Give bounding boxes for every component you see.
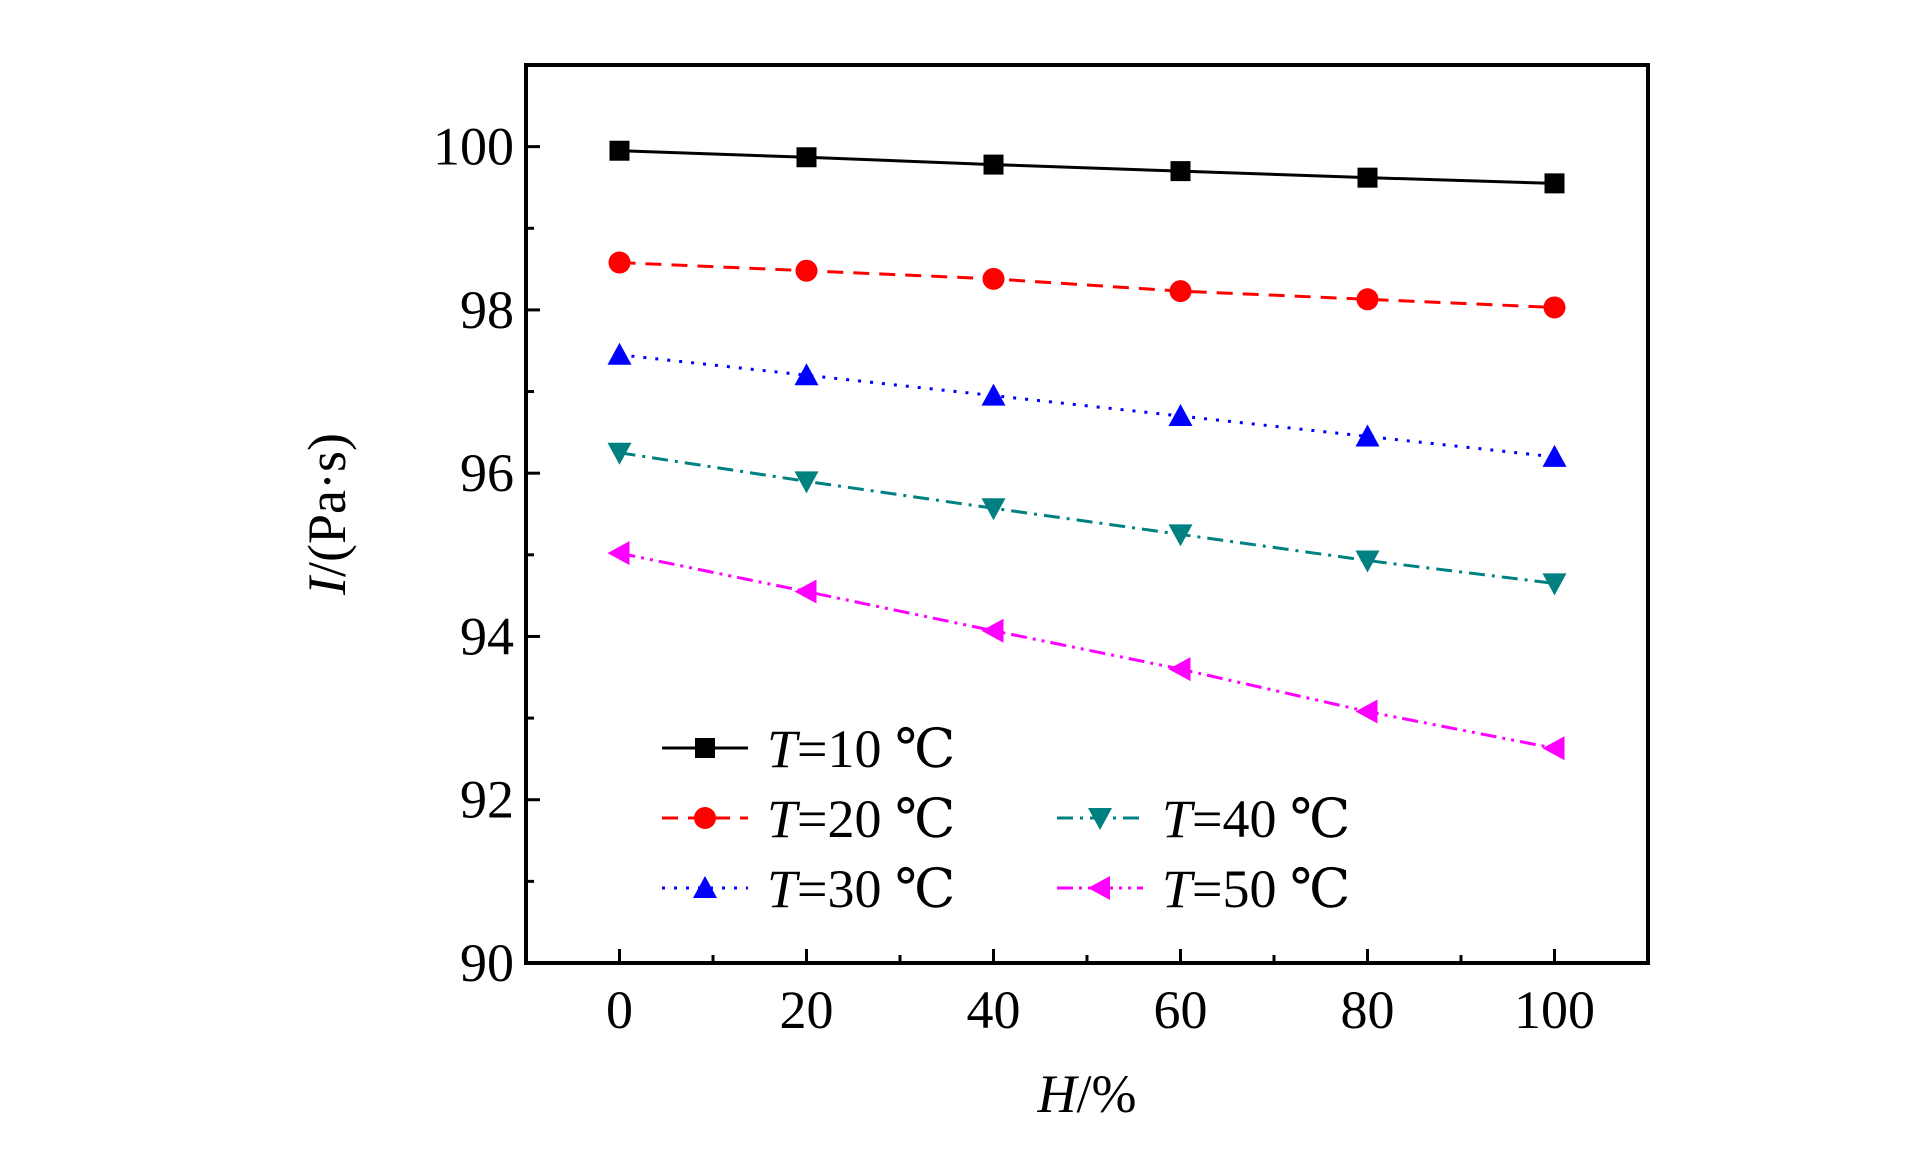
legend-marker (1088, 876, 1110, 900)
data-point (1542, 736, 1565, 761)
data-point (1355, 424, 1380, 447)
data-point (982, 267, 1005, 290)
data-point (981, 618, 1004, 643)
series-line (619, 551, 1555, 750)
y-tick-label: 90 (460, 933, 514, 993)
data-point (794, 363, 819, 386)
legend-item: T=20 ℃ (662, 789, 955, 849)
series-layer (607, 140, 1567, 761)
data-point (794, 579, 817, 604)
data-point (1542, 573, 1567, 596)
legend-marker (694, 807, 716, 829)
data-point (981, 383, 1006, 406)
data-point (607, 541, 630, 566)
x-tick-label: 20 (780, 980, 834, 1040)
y-tick-label: 96 (460, 443, 514, 503)
series-1 (609, 140, 1565, 194)
x-tick-label: 80 (1341, 980, 1395, 1040)
data-point (1542, 444, 1567, 467)
data-point (607, 342, 632, 365)
data-point (608, 251, 631, 274)
legend-marker (1088, 808, 1112, 830)
data-point (1168, 657, 1191, 682)
series-2 (608, 251, 1566, 319)
x-tick-label: 0 (606, 980, 633, 1040)
x-tick-label: 60 (1154, 980, 1208, 1040)
data-point (1169, 280, 1192, 303)
series-line (619, 149, 1555, 185)
x-tick-label: 100 (1514, 980, 1595, 1040)
legend-label: T=10 ℃ (767, 719, 955, 779)
series-5 (607, 541, 1565, 761)
data-point (1544, 173, 1565, 194)
legend-item: T=40 ℃ (1057, 789, 1350, 849)
legend-item: T=10 ℃ (662, 719, 955, 779)
legend-marker (695, 738, 715, 758)
legend-marker (693, 876, 717, 898)
legend-item: T=50 ℃ (1057, 859, 1350, 919)
series-line (619, 353, 1555, 459)
data-point (795, 259, 818, 282)
data-point (1543, 296, 1566, 319)
data-point (796, 147, 817, 168)
legend-label: T=30 ℃ (767, 859, 955, 919)
series-4 (607, 442, 1567, 596)
data-point (983, 154, 1004, 175)
y-tick-label: 98 (460, 280, 514, 340)
y-tick-label: 92 (460, 770, 514, 830)
legend-item: T=30 ℃ (662, 859, 955, 919)
x-tick-label: 40 (967, 980, 1021, 1040)
data-point (1355, 550, 1380, 573)
legend-label: T=40 ℃ (1162, 789, 1350, 849)
data-point (794, 471, 819, 494)
data-point (609, 140, 630, 161)
y-tick-label: 100 (433, 117, 514, 177)
y-axis-title: I/(Pa·s) (297, 433, 357, 596)
series-3 (607, 342, 1567, 467)
series-line (619, 451, 1555, 585)
legend: T=10 ℃ T=20 ℃ T=30 ℃ T=40 ℃ T=50 ℃ (662, 719, 1350, 919)
y-tick-label: 94 (460, 606, 514, 666)
axis-ticks: 0 20 40 60 80 100 90 92 94 96 98 100 (433, 117, 1595, 1040)
data-point (1168, 404, 1193, 427)
plot-frame (524, 63, 1650, 965)
data-point (1356, 288, 1379, 311)
legend-label: T=20 ℃ (767, 789, 955, 849)
x-axis-title: H/% (1037, 1064, 1137, 1124)
legend-label: T=50 ℃ (1162, 859, 1350, 919)
data-point (981, 498, 1006, 521)
data-point (1357, 167, 1378, 188)
series-line (619, 261, 1555, 309)
data-point (1168, 524, 1193, 547)
data-point (1355, 699, 1378, 724)
data-point (1170, 161, 1191, 182)
data-point (607, 442, 632, 465)
